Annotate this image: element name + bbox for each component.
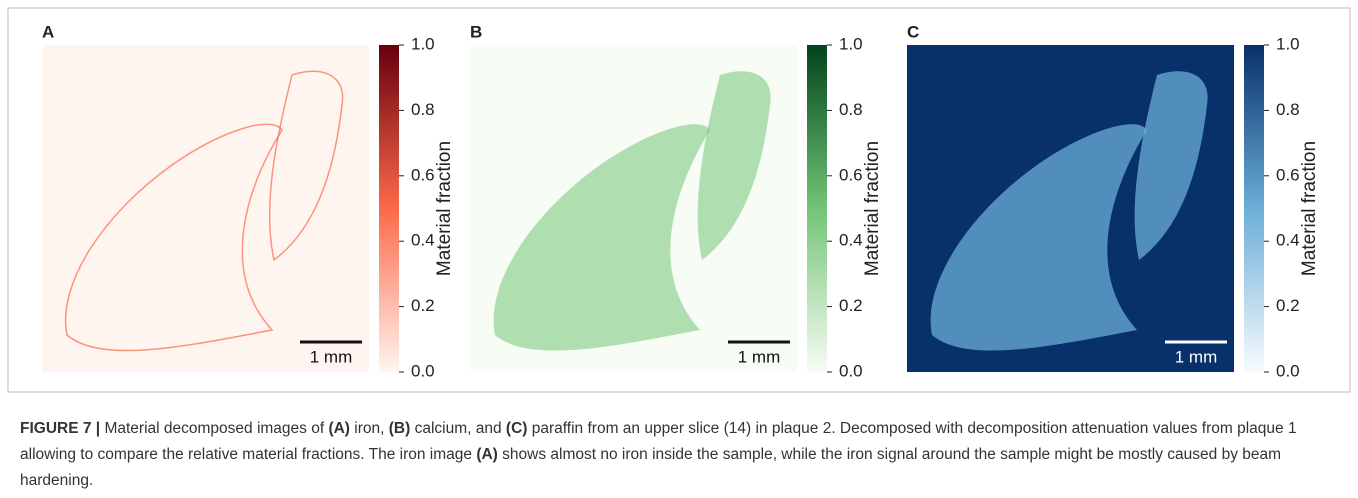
colorbar-tick-label: 0.6	[1276, 165, 1300, 184]
colorbar-label: Material fraction	[434, 141, 455, 276]
colorbar-tick-label: 0.8	[1276, 100, 1300, 119]
colorbar-tick-label: 0.6	[839, 165, 863, 184]
colorbar-tick-label: 0.2	[1276, 296, 1300, 315]
colorbar-tick-label: 0.8	[411, 100, 435, 119]
caption-text: calcium, and	[410, 420, 506, 437]
scalebar-label: 1 mm	[310, 347, 353, 366]
caption-text: (B)	[389, 420, 411, 437]
colorbar	[379, 45, 399, 372]
panel-label: C	[907, 22, 919, 41]
colorbar-tick-label: 1.0	[1276, 34, 1300, 53]
panel-label: A	[42, 22, 54, 41]
colorbar-tick-label: 0.2	[411, 296, 435, 315]
colorbar-tick-label: 0.8	[839, 100, 863, 119]
caption-text: (A)	[328, 420, 350, 437]
colorbar-label: Material fraction	[1299, 141, 1320, 276]
caption-text: (C)	[506, 420, 528, 437]
colorbar	[807, 45, 827, 372]
figure: A 1 mm 0.0 0.2 0.4 0.6 0.8 1.0 Material fraction…	[0, 0, 1358, 400]
caption-text: FIGURE 7 |	[20, 420, 100, 437]
image: 1 mm	[42, 45, 369, 372]
caption: FIGURE 7 | Material decomposed images of…	[20, 416, 1338, 494]
image: 1 mm	[470, 45, 797, 372]
colorbar	[1244, 45, 1264, 372]
colorbar-tick-label: 0.0	[1276, 361, 1300, 380]
colorbar-tick-label: 0.4	[839, 231, 863, 250]
scalebar-label: 1 mm	[738, 347, 781, 366]
colorbar-tick-label: 0.6	[411, 165, 435, 184]
colorbar-tick-label: 0.4	[411, 231, 435, 250]
colorbar-tick-label: 0.4	[1276, 231, 1300, 250]
scalebar-label: 1 mm	[1175, 347, 1218, 366]
colorbar-tick-label: 0.0	[839, 361, 863, 380]
colorbar-tick-label: 1.0	[411, 34, 435, 53]
colorbar-tick-label: 0.0	[411, 361, 435, 380]
page: A 1 mm 0.0 0.2 0.4 0.6 0.8 1.0 Material fraction…	[0, 0, 1358, 498]
caption-text: Material decomposed images of	[100, 420, 328, 437]
caption-text: iron,	[350, 420, 389, 437]
panel-label: B	[470, 22, 482, 41]
colorbar-label: Material fraction	[862, 141, 883, 276]
image: 1 mm	[907, 45, 1234, 372]
colorbar-tick-label: 1.0	[839, 34, 863, 53]
caption-text: (A)	[476, 446, 498, 463]
colorbar-tick-label: 0.2	[839, 296, 863, 315]
